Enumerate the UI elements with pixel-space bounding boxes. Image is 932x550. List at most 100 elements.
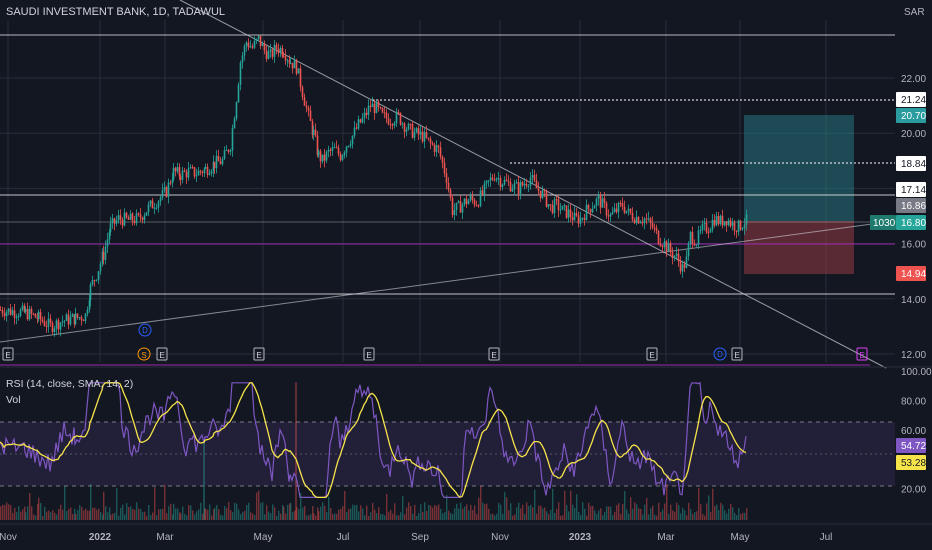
candle-body [125,212,128,218]
volume-bar [430,505,432,520]
candle-body [577,215,580,224]
target-zone[interactable] [744,115,854,221]
candle-body [445,173,448,183]
ascending-trendline[interactable] [0,223,873,343]
candle-body [417,128,420,135]
candle-body [499,178,502,187]
candle-body [361,117,364,123]
volume-bar [236,503,238,520]
volume-bar [318,511,320,520]
candle-body [97,271,100,280]
candle-body [24,308,27,312]
candle-body [459,201,462,213]
candle-body [80,317,83,321]
volume-bar [606,506,608,520]
candle-body [735,230,738,232]
volume-bar [102,514,104,520]
volume-bar [90,484,92,520]
candle-body [217,156,220,162]
volume-bar [274,507,276,520]
volume-bar [294,510,296,520]
volume-bar [656,515,658,520]
volume-bar [718,510,720,520]
volume-bar [690,508,692,520]
volume-bar [722,504,724,520]
volume-bar [246,505,248,520]
volume-bar [207,509,209,520]
candle-body [34,313,37,318]
candle-body [265,50,268,59]
candle-body [377,101,380,108]
volume-bar [646,497,648,520]
candle-body [43,321,46,326]
volume-bar [89,510,91,520]
candle-body [113,218,116,224]
volume-bar [184,513,186,520]
candle-body [355,127,358,129]
svg-text:18.84: 18.84 [901,159,926,170]
volume-bar [109,507,111,520]
volume-bar [31,506,33,520]
volume-bar [642,514,644,520]
candle-body [399,113,402,125]
candle-body [649,218,652,223]
candle-body [237,84,240,103]
volume-bar [616,505,618,520]
volume-bar [116,488,118,520]
volume-bar [660,511,662,520]
time-tick-label: Nov [0,532,17,543]
volume-bar [118,515,120,520]
candle-body [297,68,300,74]
svg-text:14.94: 14.94 [901,269,926,280]
volume-bar [492,513,494,520]
candle-body [685,256,688,268]
volume-bar [700,504,702,520]
volume-bar [96,509,98,520]
volume-bar [632,508,634,520]
candle-body [629,208,632,214]
time-tick-label: Mar [156,532,174,543]
stop-zone[interactable] [744,221,854,274]
candle-body [235,102,238,119]
volume-bar [476,514,478,520]
volume-bar [292,512,294,520]
volume-bar [560,515,562,520]
volume-bar [618,503,620,520]
candle-body [174,167,177,172]
candle-body [617,203,620,213]
earnings-marker [731,347,743,361]
volume-bar [87,510,89,520]
volume-bar [414,504,416,520]
volume-bar [680,513,682,520]
volume-bar [466,504,468,520]
volume-bar [328,496,330,520]
volume-bar [602,515,604,520]
volume-bar [504,491,506,520]
candle-body [555,199,558,201]
candle-body [1,309,4,314]
candle-body [595,198,598,206]
volume-bar [478,497,480,520]
volume-bar [448,510,450,520]
volume-bar [626,509,628,520]
candle-body [609,214,612,217]
candle-body [213,161,216,169]
candle-body [32,313,35,315]
volume-bar [564,490,566,520]
volume-bar [384,515,386,520]
candle-body [45,325,48,327]
volume-bar [382,514,384,520]
candle-body [675,253,678,256]
candle-body [683,264,686,268]
event-markers[interactable]: E S E E E E E E E D D [0,323,870,366]
volume-bar [98,508,100,520]
volume-bar [370,512,372,520]
svg-text:20.70: 20.70 [901,111,926,122]
volume-bar [550,509,552,520]
time-axis[interactable]: Nov 2022 Mar May Jul Sep Nov 2023 Mar May Jul [0,532,832,543]
descending-trendline[interactable] [179,0,887,369]
candle-body [491,177,494,180]
candle-body [36,317,39,319]
event-letter: E [5,351,10,360]
